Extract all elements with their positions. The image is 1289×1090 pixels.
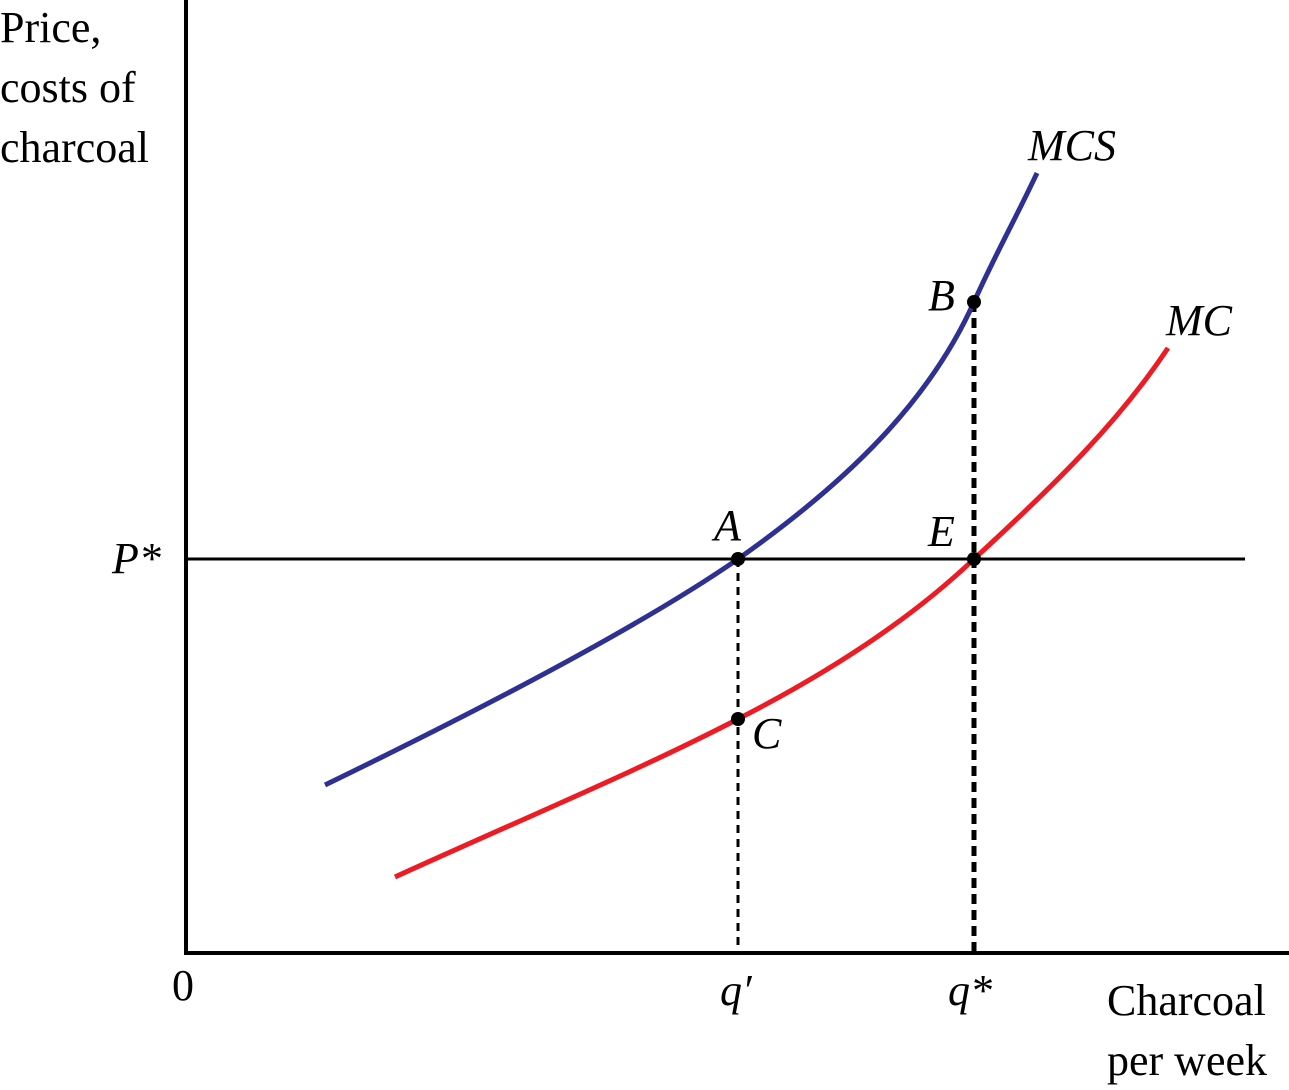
x-axis-label-line1: Charcoal [1107, 976, 1266, 1025]
x-axis-label-line2: per week [1107, 1036, 1267, 1085]
origin-label: 0 [172, 961, 194, 1010]
point-b-label: B [928, 271, 955, 320]
mcs-curve [323, 171, 1040, 788]
q-prime-label: q′ [720, 966, 753, 1015]
point-c-label: C [752, 709, 782, 758]
q-star-label: q* [948, 966, 992, 1015]
y-axis-label-line3: charcoal [0, 123, 149, 172]
point-c [731, 712, 745, 726]
mc-label: MC [1165, 296, 1233, 345]
point-e-label: E [927, 507, 955, 556]
y-axis-label-line2: costs of [0, 63, 136, 112]
point-e [967, 552, 981, 566]
point-b [967, 295, 981, 309]
y-axis-label-line1: Price, [0, 3, 101, 52]
point-a-label: A [711, 501, 742, 550]
price-label: P* [111, 534, 161, 583]
mcs-label: MCS [1027, 121, 1116, 170]
mc-curve [393, 346, 1171, 880]
point-a [731, 552, 745, 566]
